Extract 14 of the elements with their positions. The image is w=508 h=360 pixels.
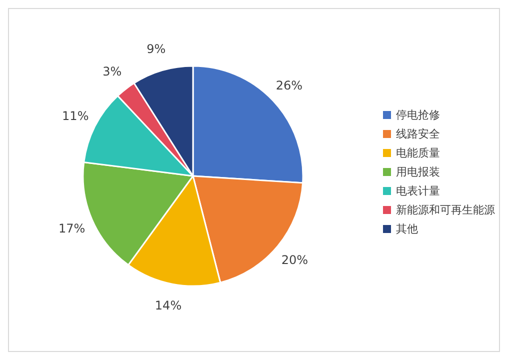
legend-label: 电能质量 <box>396 146 440 160</box>
legend-label: 其他 <box>396 222 418 236</box>
legend-label: 线路安全 <box>396 128 440 140</box>
data-label: 14% <box>154 298 182 313</box>
data-label: 26% <box>276 78 303 93</box>
data-label: 20% <box>281 253 308 268</box>
legend-label: 新能源和可再生能源 <box>396 204 495 216</box>
data-label: 17% <box>58 221 86 236</box>
data-label: 9% <box>146 42 166 56</box>
legend-label: 电表计量 <box>396 184 440 198</box>
legend-label: 停电抢修 <box>396 108 440 122</box>
legend-label: 用电报装 <box>396 166 440 178</box>
data-label: 3% <box>102 64 122 79</box>
data-label: 11% <box>62 109 89 124</box>
